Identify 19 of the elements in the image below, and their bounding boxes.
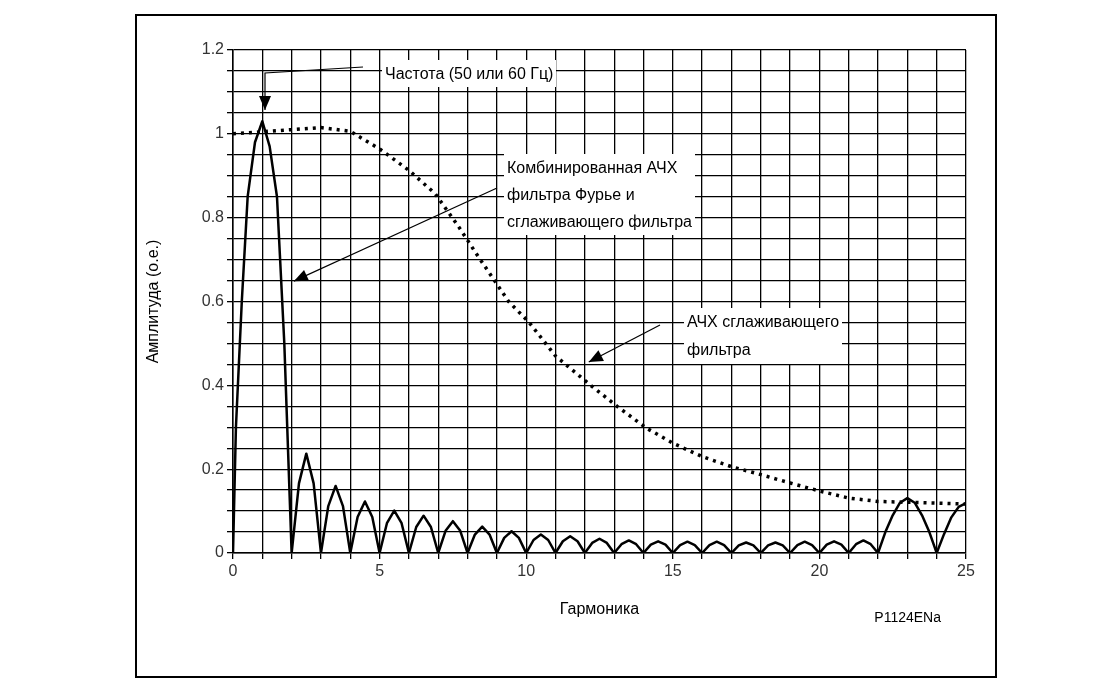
x-tick-label: 15	[663, 562, 682, 580]
annotation: Комбинированная АЧХ фильтра Фурье и сглаживающего фильтра	[504, 153, 695, 235]
y-tick-label: 1	[215, 124, 225, 142]
y-tick-label: 0.8	[201, 208, 225, 226]
y-axis-title: Амплитуда (о.е.)	[144, 239, 162, 364]
x-tick-label: 5	[375, 562, 385, 580]
x-tick-label: 20	[810, 562, 829, 580]
x-axis-title: Гармоника	[559, 599, 640, 617]
annotation: Частота (50 или 60 Гц)	[382, 59, 557, 87]
x-tick-label: 10	[517, 562, 536, 580]
y-tick-label: 0	[215, 543, 225, 561]
y-tick-label: 0.2	[201, 459, 225, 477]
x-tick-label: 25	[957, 562, 975, 580]
annotation: АЧХ сглаживающего фильтра	[684, 308, 843, 364]
text: P1124ENa	[874, 608, 942, 625]
y-tick-label: 1.2	[201, 40, 225, 58]
x-tick-label: 0	[228, 562, 238, 580]
y-tick-label: 0.4	[201, 375, 225, 393]
y-tick-label: 0.6	[201, 291, 225, 309]
